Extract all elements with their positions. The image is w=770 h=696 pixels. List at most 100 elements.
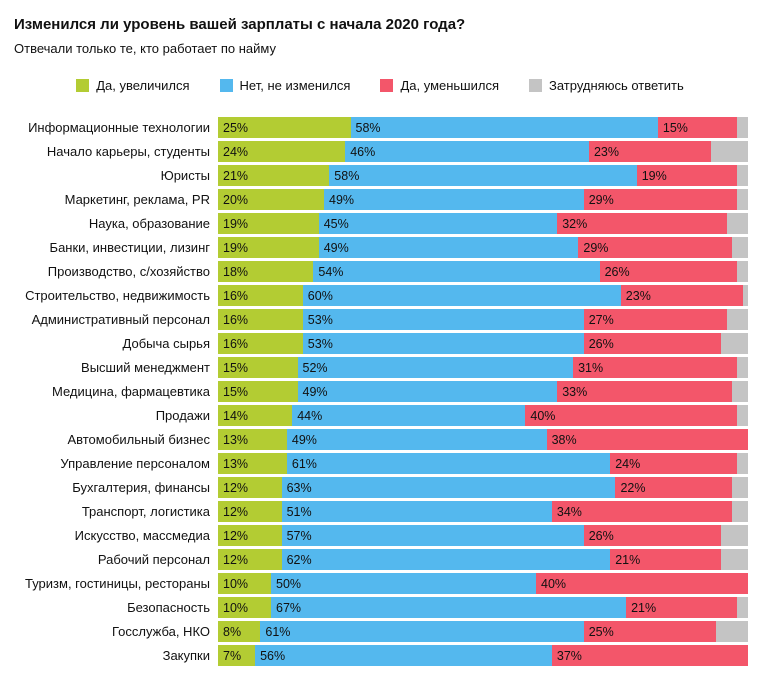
segment-value: 15%: [223, 384, 249, 399]
bar-segment: 26%: [599, 261, 738, 282]
segment-value: 29%: [588, 192, 614, 207]
bar-segment: [716, 621, 748, 642]
bar-segment: [737, 597, 748, 618]
stacked-bar: 20% 49% 29%: [218, 189, 748, 210]
chart-row: Продажи 14% 44% 40%: [12, 405, 748, 426]
segment-value: 40%: [541, 576, 567, 591]
legend-item: Да, увеличился: [76, 78, 190, 93]
bar-segment: 8%: [218, 621, 261, 642]
bar-segment: 23%: [588, 141, 711, 162]
bar-segment: 19%: [218, 213, 319, 234]
bar-segment: 32%: [557, 213, 727, 234]
bar-segment: [732, 381, 748, 402]
bar-segment: 21%: [626, 597, 738, 618]
bar-segment: 21%: [610, 549, 722, 570]
chart-rows: Информационные технологии 25% 58% 15% Начало…: [12, 117, 748, 666]
segment-value: 12%: [223, 552, 249, 567]
stacked-bar: 13% 61% 24%: [218, 453, 748, 474]
bar-segment: 63%: [281, 477, 616, 498]
bar-segment: 57%: [281, 525, 584, 546]
segment-value: 25%: [588, 624, 614, 639]
legend-label: Да, увеличился: [96, 78, 190, 93]
category-label: Продажи: [155, 408, 210, 423]
segment-value: 67%: [276, 600, 302, 615]
segment-value: 24%: [615, 456, 641, 471]
bar-segment: [737, 189, 748, 210]
bar-segment: [732, 477, 748, 498]
stacked-bar: 16% 53% 26%: [218, 333, 748, 354]
category-label: Маркетинг, реклама, PR: [64, 192, 210, 207]
bar-segment: [726, 213, 748, 234]
bar-segment: 54%: [313, 261, 600, 282]
bar-segment: 49%: [286, 429, 547, 450]
bar-segment: 18%: [218, 261, 314, 282]
segment-value: 19%: [641, 168, 667, 183]
segment-value: 15%: [223, 360, 249, 375]
bar-segment: [732, 501, 748, 522]
chart-row: Маркетинг, реклама, PR 20% 49% 29%: [12, 189, 748, 210]
segment-value: 23%: [625, 288, 651, 303]
stacked-bar: 24% 46% 23%: [218, 141, 748, 162]
bar-segment: 58%: [350, 117, 658, 138]
bar-segment: 61%: [286, 453, 611, 474]
legend-swatch: [219, 79, 233, 92]
bar-segment: 67%: [271, 597, 627, 618]
bar-segment: 45%: [318, 213, 558, 234]
stacked-bar: 12% 57% 26%: [218, 525, 748, 546]
bar-segment: 20%: [218, 189, 324, 210]
chart-row: Госслужба, НКО 8% 61% 25%: [12, 621, 748, 642]
chart-row: Строительство, недвижимость 16% 60% 23%: [12, 285, 748, 306]
segment-value: 40%: [530, 408, 556, 423]
bar-segment: 62%: [281, 549, 611, 570]
chart-row: Бухгалтерия, финансы 12% 63% 22%: [12, 477, 748, 498]
bar-segment: 19%: [636, 165, 738, 186]
stacked-bar: 19% 49% 29%: [218, 237, 748, 258]
segment-value: 20%: [223, 192, 249, 207]
segment-value: 50%: [276, 576, 302, 591]
segment-value: 10%: [223, 576, 249, 591]
bar-segment: [737, 405, 748, 426]
bar-segment: 13%: [218, 453, 287, 474]
bar-segment: 34%: [551, 501, 733, 522]
bar-segment: 26%: [583, 333, 722, 354]
stacked-bar: 7% 56% 37%: [218, 645, 748, 666]
bar-segment: 19%: [218, 237, 319, 258]
legend-swatch: [380, 79, 394, 92]
stacked-bar: 12% 63% 22%: [218, 477, 748, 498]
bar-segment: 16%: [218, 309, 303, 330]
legend: Да, увеличился Нет, не изменился Да, умень…: [12, 78, 748, 93]
segment-value: 49%: [291, 432, 317, 447]
bar-segment: 12%: [218, 501, 282, 522]
bar-segment: 29%: [583, 189, 738, 210]
segment-value: 26%: [588, 336, 614, 351]
bar-segment: 22%: [615, 477, 733, 498]
category-label: Медицина, фармацевтика: [52, 384, 210, 399]
segment-value: 57%: [286, 528, 312, 543]
stacked-bar: 12% 62% 21%: [218, 549, 748, 570]
stacked-bar: 12% 51% 34%: [218, 501, 748, 522]
legend-item: Нет, не изменился: [219, 78, 350, 93]
bar-segment: 15%: [218, 357, 298, 378]
category-label: Управление персоналом: [60, 456, 210, 471]
category-label: Начало карьеры, студенты: [46, 144, 210, 159]
segment-value: 61%: [265, 624, 291, 639]
chart-row: Автомобильный бизнес 13% 49% 38%: [12, 429, 748, 450]
segment-value: 8%: [223, 624, 242, 639]
category-label: Высший менеджмент: [81, 360, 210, 375]
stacked-bar: 16% 53% 27%: [218, 309, 748, 330]
segment-value: 33%: [562, 384, 588, 399]
chart-row: Производство, с/хозяйство 18% 54% 26%: [12, 261, 748, 282]
segment-value: 26%: [588, 528, 614, 543]
chart-row: Медицина, фармацевтика 15% 49% 33%: [12, 381, 748, 402]
segment-value: 37%: [556, 648, 582, 663]
bar-segment: 7%: [218, 645, 256, 666]
bar-segment: 51%: [281, 501, 552, 522]
legend-swatch: [529, 79, 543, 92]
bar-segment: [737, 357, 748, 378]
segment-value: 31%: [578, 360, 604, 375]
bar-segment: 49%: [324, 189, 584, 210]
bar-segment: 38%: [546, 429, 748, 450]
segment-value: 58%: [334, 168, 360, 183]
legend-item: Да, уменьшился: [380, 78, 499, 93]
segment-value: 23%: [593, 144, 620, 159]
